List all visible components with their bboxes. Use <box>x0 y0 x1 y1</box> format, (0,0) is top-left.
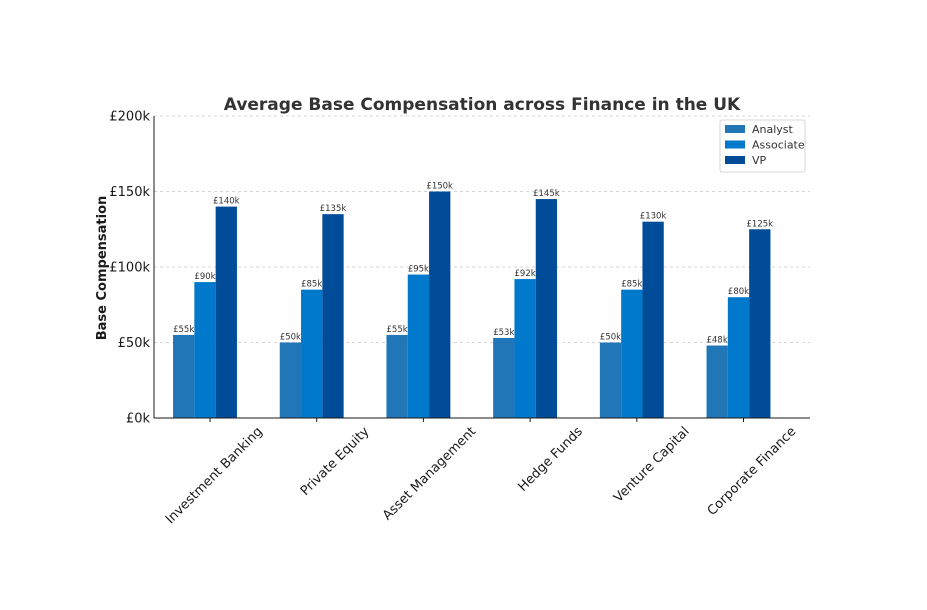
data-label: £48k <box>707 336 728 346</box>
data-label: £50k <box>280 333 301 343</box>
y-tick-labels: £0k £50k £100k £150k £200k <box>109 110 150 427</box>
legend: Analyst Associate VP <box>719 119 806 173</box>
bar <box>621 289 643 418</box>
legend-swatch <box>725 140 745 149</box>
bar <box>493 337 515 418</box>
bar <box>407 274 430 418</box>
x-tick-label: Venture Capital <box>611 424 692 505</box>
y-tick-label: £50k <box>118 336 151 351</box>
legend-label: Analyst <box>752 123 794 136</box>
data-label: £130k <box>640 212 667 222</box>
data-label: £95k <box>408 265 429 275</box>
bar <box>194 282 216 418</box>
data-label: £80k <box>728 287 749 297</box>
bar <box>706 345 728 418</box>
legend-label: VP <box>752 154 767 167</box>
bar <box>279 342 302 418</box>
bar <box>514 279 536 418</box>
bar <box>386 334 408 418</box>
y-tick-label: £150k <box>109 185 150 200</box>
y-tick-label: £200k <box>109 110 150 125</box>
y-tick-label: £100k <box>109 261 150 276</box>
legend-swatch <box>725 125 745 133</box>
bar <box>429 191 451 418</box>
y-axis-label: Base Compensation <box>95 196 110 341</box>
chart-title: Average Base Compensation across Finance… <box>224 95 741 115</box>
legend-swatch <box>725 156 745 164</box>
data-label: £55k <box>387 325 408 335</box>
data-label: £92k <box>515 269 536 279</box>
bar <box>301 289 323 418</box>
data-label: £90k <box>194 272 215 282</box>
x-tick-label: Asset Management <box>380 424 479 523</box>
data-label: £135k <box>320 204 347 214</box>
legend-label: Associate <box>752 139 805 152</box>
data-labels: £55k £90k £140k £50k £85k £135k £55k £95k £150k £… <box>173 182 773 346</box>
data-label: £55k <box>173 325 194 335</box>
bar <box>599 342 622 418</box>
x-tick-label: Private Equity <box>298 424 373 499</box>
x-tick-label: Hedge Funds <box>515 424 586 495</box>
bar <box>215 206 237 418</box>
data-label: £140k <box>213 197 240 207</box>
bar <box>535 199 558 418</box>
bar <box>322 214 344 418</box>
x-tick-labels: Investment Banking Private Equity Asset Ma… <box>163 418 799 527</box>
data-label: £85k <box>301 280 322 290</box>
data-label: £145k <box>533 189 560 199</box>
bar <box>727 297 750 418</box>
x-tick-label: Corporate Finance <box>705 424 800 519</box>
grid-lines <box>154 115 810 343</box>
bar <box>749 229 771 418</box>
y-tick-label: £0k <box>126 412 151 427</box>
bar <box>173 334 195 418</box>
data-label: £53k <box>493 328 514 338</box>
data-label: £50k <box>600 333 621 343</box>
axes <box>153 116 810 419</box>
bar <box>642 221 664 418</box>
x-tick-label: Investment Banking <box>163 424 266 527</box>
bars <box>173 191 771 418</box>
data-label: £125k <box>747 219 774 229</box>
data-label: £85k <box>621 280 642 290</box>
data-label: £150k <box>426 182 453 192</box>
